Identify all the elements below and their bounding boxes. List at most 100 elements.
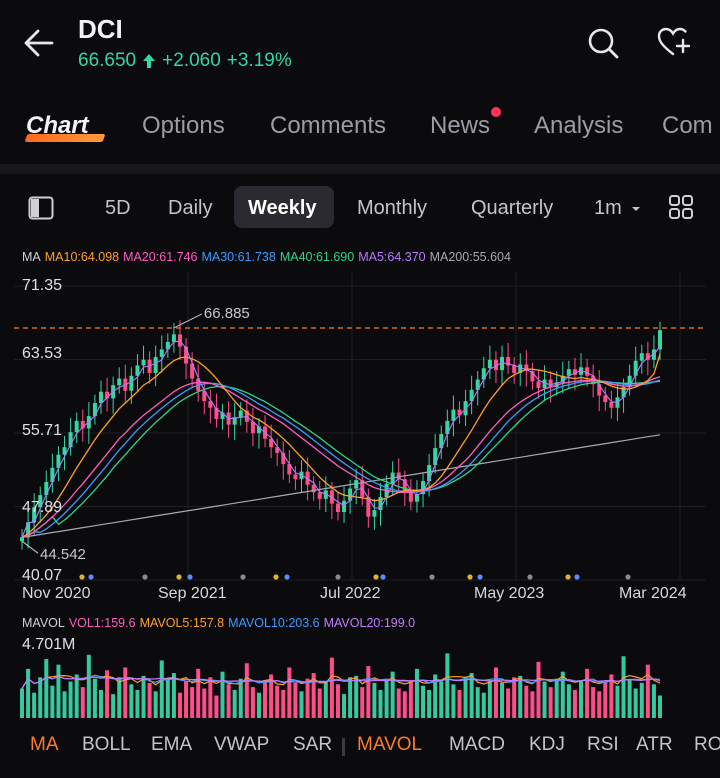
volume-bar xyxy=(451,684,456,718)
volume-bar xyxy=(542,681,547,718)
volume-bar xyxy=(603,681,608,718)
candle-body xyxy=(56,454,61,468)
candle-body xyxy=(372,510,377,517)
search-icon[interactable] xyxy=(586,26,620,60)
indicator-macd[interactable]: MACD xyxy=(449,734,505,755)
volume-bar xyxy=(38,677,43,718)
indicator-ema[interactable]: EMA xyxy=(151,734,193,755)
price-quote: 66.650 +2.060 +3.19% xyxy=(78,50,292,72)
candle-body xyxy=(354,480,359,489)
candle-body xyxy=(190,363,195,379)
tab-news[interactable]: News xyxy=(430,112,491,139)
volume-bar xyxy=(402,691,407,718)
candle-body xyxy=(585,367,590,376)
price-chart[interactable]: 66.885 44.542 xyxy=(0,272,720,612)
candle-body xyxy=(317,492,322,499)
ma20-line xyxy=(21,376,661,539)
high-annotation-label: 66.885 xyxy=(204,305,250,322)
high-annotation-leader xyxy=(173,313,203,329)
volume-bar xyxy=(147,682,152,718)
event-marker-dot xyxy=(88,574,94,580)
event-marker-dot xyxy=(373,574,379,580)
indicator-vwap[interactable]: VWAP xyxy=(214,734,270,755)
volume-bar xyxy=(481,692,486,718)
volume-bar xyxy=(354,675,359,718)
x-tick-label: Sep 2021 xyxy=(158,585,227,602)
volume-bar xyxy=(105,670,110,718)
volume-bar xyxy=(62,691,67,718)
volume-bar xyxy=(293,682,298,718)
ma30-line xyxy=(21,379,661,539)
indicator-ma[interactable]: MA xyxy=(30,734,59,755)
volume-bar xyxy=(281,689,286,718)
volume-bar xyxy=(171,673,176,718)
candle-body xyxy=(62,447,67,455)
candle-body xyxy=(396,472,401,480)
indicator-roc[interactable]: RO xyxy=(694,734,720,755)
indicator-atr[interactable]: ATR xyxy=(636,734,673,755)
volume-bar xyxy=(214,695,219,718)
volume-bar xyxy=(621,656,626,718)
price-change-percent: +3.19% xyxy=(226,50,292,71)
period-1m-dropdown[interactable]: 1m xyxy=(594,197,641,220)
x-tick-label: Mar 2024 xyxy=(619,585,687,602)
volume-bar xyxy=(323,681,328,718)
back-arrow-icon[interactable] xyxy=(22,26,56,60)
tab-options[interactable]: Options xyxy=(142,112,225,139)
mavol-legend[interactable]: MAVOL VOL1:159.6 MAVOL5:157.8 MAVOL10:20… xyxy=(22,616,415,630)
period-weekly[interactable]: Weekly xyxy=(248,197,317,219)
volume-bar xyxy=(408,680,413,718)
volume-bar xyxy=(390,671,395,718)
candle-body xyxy=(427,465,432,482)
ma40-line xyxy=(21,380,661,539)
split-panel-icon[interactable] xyxy=(28,196,54,220)
tab-community[interactable]: Com xyxy=(662,112,713,139)
period-quarterly[interactable]: Quarterly xyxy=(471,197,554,219)
indicator-tabs: MA BOLL EMA VWAP SAR MAVOL MACD KDJ RSI … xyxy=(0,732,720,762)
candle-body xyxy=(256,426,261,434)
indicator-sar[interactable]: SAR xyxy=(293,734,333,755)
volume-bar xyxy=(92,678,97,718)
event-marker-dot xyxy=(284,574,290,580)
volume-bar xyxy=(184,681,189,718)
tab-comments[interactable]: Comments xyxy=(270,112,387,139)
volume-chart[interactable] xyxy=(0,640,720,720)
indicator-kdj[interactable]: KDJ xyxy=(529,734,565,755)
period-monthly[interactable]: Monthly xyxy=(357,197,428,219)
y-tick-label: 40.07 xyxy=(22,567,63,584)
candle-body xyxy=(220,412,225,419)
period-1m-label: 1m xyxy=(594,197,622,219)
event-marker-dot xyxy=(527,574,533,580)
y-tick-label: 71.35 xyxy=(22,277,63,294)
indicator-mavol[interactable]: MAVOL xyxy=(357,734,423,755)
candle-body xyxy=(68,432,73,448)
ma-legend[interactable]: MA MA10:64.098 MA20:61.746 MA30:61.738 M… xyxy=(22,250,511,264)
volume-bar xyxy=(153,691,158,718)
volume-bar xyxy=(177,692,182,718)
candle-body xyxy=(621,387,626,398)
volume-max-label: 4.701M xyxy=(22,636,76,653)
event-marker-dot xyxy=(380,574,386,580)
candle-body xyxy=(566,369,571,376)
active-tab-underline xyxy=(24,134,106,142)
volume-bar xyxy=(226,684,231,718)
add-to-watchlist-heart-icon[interactable] xyxy=(656,26,692,58)
volume-bar xyxy=(633,688,638,718)
tab-analysis[interactable]: Analysis xyxy=(534,112,624,139)
layout-grid-icon[interactable] xyxy=(668,194,694,220)
volume-bar xyxy=(554,678,559,718)
ma10-line xyxy=(21,353,661,538)
candle-body xyxy=(135,365,140,376)
volume-bar xyxy=(439,681,444,718)
ma200-line xyxy=(21,434,661,538)
mavol20-line xyxy=(21,676,661,689)
indicator-rsi[interactable]: RSI xyxy=(587,734,619,755)
volume-bar xyxy=(208,677,213,718)
indicator-boll[interactable]: BOLL xyxy=(82,734,131,755)
period-daily[interactable]: Daily xyxy=(168,197,213,219)
volume-bar xyxy=(111,694,116,718)
period-5d[interactable]: 5D xyxy=(105,197,131,219)
volume-bar xyxy=(530,691,535,718)
volume-bar xyxy=(615,685,620,718)
candle-body xyxy=(542,379,547,388)
